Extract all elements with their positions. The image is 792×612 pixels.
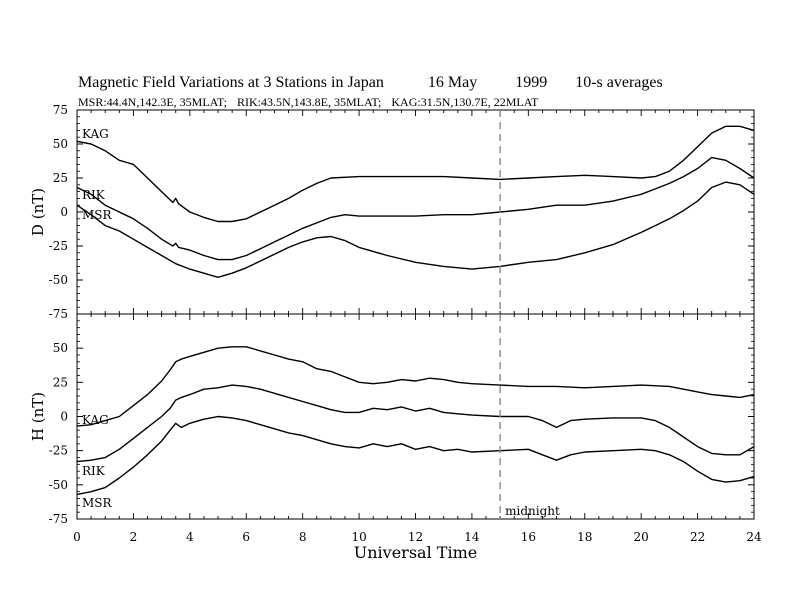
chart-subtitle: MSR:44.4N,142.3E, 35MLAT; RIK:43.5N,143.8… — [78, 95, 538, 110]
d-panel-frame — [76, 109, 755, 315]
h-panel-series-rik — [76, 384, 755, 463]
d-panel-ytick-label: 25 — [53, 171, 68, 185]
xtick-label: 12 — [408, 530, 423, 544]
h-panel-ylabel: H (nT) — [29, 392, 47, 441]
h-panel-ytick-label: 0 — [60, 410, 68, 424]
h-panel-label-kag: KAG — [82, 413, 109, 427]
h-panel-series-msr — [76, 415, 755, 496]
h-panel-ytick-label: -50 — [49, 478, 68, 492]
xtick-label: 8 — [299, 530, 307, 544]
h-panel-label-msr: MSR — [82, 496, 113, 510]
subtitle-rik: RIK:43.5N,143.8E, 35MLAT; — [237, 95, 382, 109]
d-panel-ytick-label: -25 — [49, 239, 68, 253]
d-panel-ytick-label: 75 — [53, 103, 68, 117]
xtick-label: 2 — [130, 530, 138, 544]
xtick-label: 4 — [186, 530, 194, 544]
d-panel-ytick-label: -50 — [49, 273, 68, 287]
h-panel-ytick-label: 50 — [53, 341, 68, 355]
d-panel-ytick-label: -75 — [49, 307, 68, 321]
xtick-label: 24 — [746, 530, 762, 544]
xtick-label: 10 — [351, 530, 366, 544]
h-panel-ytick-label: -25 — [49, 444, 68, 458]
xtick-label: 16 — [521, 530, 536, 544]
h-panel-label-rik: RIK — [82, 464, 106, 478]
h-panel-frame — [76, 313, 755, 520]
title-main: Magnetic Field Variations at 3 Stations … — [78, 74, 384, 91]
d-panel-label-kag: KAG — [82, 127, 109, 141]
midnight-label: midnight — [505, 504, 560, 518]
xtick-label: 6 — [242, 530, 250, 544]
subtitle-kag: KAG:31.5N,130.7E, 22MLAT — [391, 95, 539, 109]
d-panel-label-msr: MSR — [82, 208, 113, 222]
xaxis-label: Universal Time — [354, 543, 477, 562]
d-panel-label-rik: RIK — [82, 188, 106, 202]
xtick-label: 14 — [464, 530, 480, 544]
h-panel-ytick-label: 25 — [53, 375, 68, 389]
chart-title: Magnetic Field Variations at 3 Stations … — [78, 74, 663, 92]
d-panel-ytick-label: 50 — [53, 137, 68, 151]
title-date: 16 May — [427, 74, 478, 91]
d-panel-series-kag — [76, 125, 755, 223]
h-panel-ytick-label: -75 — [49, 512, 68, 526]
title-averaging: 10-s averages — [575, 74, 663, 91]
xtick-label: 18 — [577, 530, 592, 544]
title-year: 1999 — [515, 74, 548, 91]
xtick-label: 22 — [690, 530, 705, 544]
h-panel-series-kag — [76, 346, 755, 427]
d-panel-ytick-label: 0 — [60, 205, 68, 219]
d-panel-series-rik — [76, 156, 755, 261]
d-panel-ylabel: D (nT) — [29, 188, 47, 236]
subtitle-msr: MSR:44.4N,142.3E, 35MLAT; — [78, 95, 228, 109]
xtick-label: 20 — [634, 530, 649, 544]
xtick-label: 0 — [73, 530, 81, 544]
d-panel-series-msr — [76, 181, 755, 278]
